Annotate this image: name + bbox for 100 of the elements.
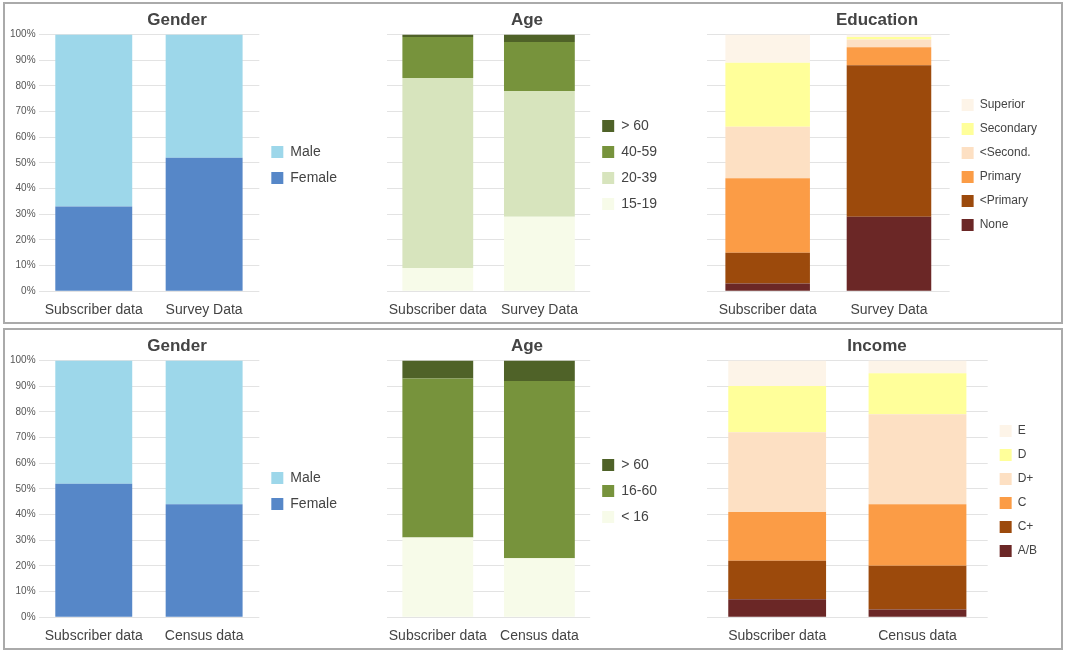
y-tick-label: 40% (15, 182, 36, 194)
x-tick-label: Subscriber data (388, 301, 488, 318)
bar (402, 537, 474, 617)
y-tick-label: 60% (15, 130, 36, 142)
x-tick-label: Subscriber data (44, 627, 143, 644)
bar (868, 609, 967, 617)
bar (846, 47, 932, 66)
legend-label: > 60 (621, 455, 650, 472)
legend-label: E (1017, 423, 1026, 438)
legend-label: <Primary (979, 193, 1028, 208)
y-tick-label: 40% (15, 508, 36, 520)
bar (503, 34, 575, 43)
legend-label: C+ (1017, 519, 1034, 534)
bar (503, 216, 575, 291)
bar (55, 34, 133, 207)
y-tick-label: 100% (10, 28, 36, 40)
bar (728, 511, 827, 561)
legend-label: Male (290, 142, 321, 159)
y-tick-label: 30% (15, 533, 36, 545)
y-tick-label: 60% (15, 456, 36, 468)
y-tick-label: 100% (10, 354, 36, 366)
bar (165, 504, 243, 617)
bar (55, 206, 133, 291)
y-tick-label: 70% (15, 105, 36, 117)
legend-label: D+ (1017, 471, 1034, 486)
bar (846, 39, 932, 48)
bar (725, 252, 810, 284)
bar (846, 65, 932, 217)
y-tick-label: 10% (15, 259, 36, 271)
bar (725, 178, 810, 253)
bar (165, 360, 243, 505)
x-tick-label: Subscriber data (388, 627, 488, 644)
bar (503, 42, 575, 91)
bar (503, 360, 575, 381)
bar (165, 157, 243, 291)
bar (725, 283, 810, 291)
bar (55, 483, 133, 617)
y-tick-label: 20% (15, 233, 36, 245)
x-tick-label: Subscriber data (44, 301, 143, 318)
legend-label: Superior (979, 97, 1025, 112)
legend-label: Male (290, 468, 321, 485)
x-tick-label: Survey Data (850, 301, 928, 318)
y-tick-label: 90% (15, 379, 36, 391)
bar (165, 34, 243, 158)
bar (503, 380, 575, 559)
x-tick-label: Survey Data (165, 301, 243, 318)
bar (728, 432, 827, 512)
chart-title: Income (847, 335, 907, 355)
bar (402, 360, 474, 379)
y-tick-label: 10% (15, 585, 36, 597)
bar (868, 360, 967, 374)
legend-label: D (1017, 447, 1027, 462)
chart-title: Gender (147, 335, 208, 355)
y-tick-label: 90% (15, 53, 36, 65)
bar (725, 126, 810, 179)
legend-label: Secondary (979, 121, 1038, 136)
x-tick-label: Subscriber data (718, 301, 817, 318)
legend-label: A/B (1017, 543, 1037, 558)
bar (868, 565, 967, 610)
y-tick-label: 50% (15, 156, 36, 168)
bar (402, 36, 474, 79)
y-tick-label: 80% (15, 79, 36, 91)
bar (503, 558, 575, 617)
legend-label: Primary (979, 169, 1021, 184)
y-tick-label: 30% (15, 207, 36, 219)
legend-label: Female (290, 168, 338, 185)
legend-label: 40-59 (621, 142, 658, 159)
y-tick-label: 0% (21, 284, 36, 296)
bar (728, 360, 827, 387)
bar (503, 90, 575, 217)
legend-label: <Second. (979, 145, 1031, 160)
legend-label: > 60 (621, 116, 650, 133)
chart-title: Age (510, 335, 544, 355)
bar (725, 34, 810, 63)
legend-label: 16-60 (621, 481, 658, 498)
y-tick-label: 20% (15, 559, 36, 571)
y-tick-label: 70% (15, 431, 36, 443)
chart-title: Age (510, 9, 544, 29)
y-tick-label: 50% (15, 482, 36, 494)
bar (868, 504, 967, 566)
chart-title: Education (835, 9, 919, 29)
y-tick-label: 80% (15, 405, 36, 417)
x-tick-label: Subscriber data (728, 627, 827, 644)
chart-title: Gender (147, 9, 208, 29)
legend-label: Female (290, 494, 338, 511)
legend-label: < 16 (621, 507, 650, 524)
bar (728, 599, 827, 617)
x-tick-label: Census data (878, 627, 958, 644)
bar (402, 378, 474, 538)
x-tick-label: Census data (164, 627, 244, 644)
bar (728, 560, 827, 600)
bar (868, 373, 967, 415)
legend-label: C (1017, 495, 1027, 510)
bar (402, 268, 474, 291)
y-tick-label: 0% (21, 610, 36, 622)
legend-label: None (979, 217, 1009, 232)
bar (846, 216, 932, 291)
bar (402, 78, 474, 269)
bar (725, 62, 810, 127)
bar (728, 386, 827, 433)
